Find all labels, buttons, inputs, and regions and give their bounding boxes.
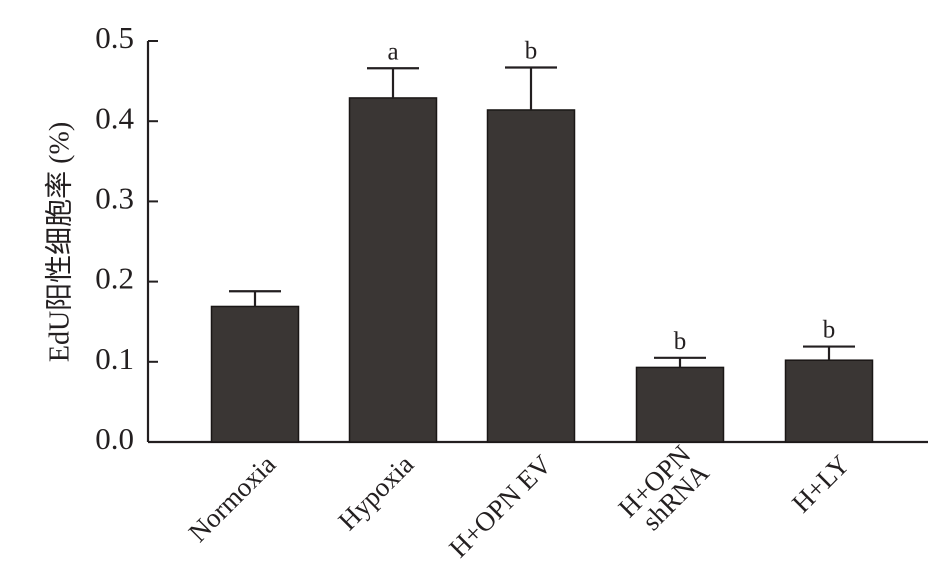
x-tick-label-line: Hypoxia — [332, 449, 419, 536]
y-tick-label: 0.4 — [95, 100, 134, 135]
bar — [784, 359, 874, 443]
x-tick-label: Normoxia — [183, 449, 282, 548]
x-tick-label: H+LY — [786, 449, 855, 518]
error-bar — [654, 356, 706, 368]
bar — [210, 305, 300, 443]
y-axis-label: EdU阳性细胞率 (%) — [43, 122, 75, 362]
y-tick-label: 0.1 — [95, 341, 134, 376]
x-tick-label: H+OPN EV — [443, 449, 558, 564]
y-tick-labels: 0.0 0.1 0.2 0.3 0.4 0.5 — [95, 20, 134, 456]
bars — [210, 97, 874, 443]
bar — [348, 97, 438, 443]
y-tick-label: 0.0 — [95, 421, 134, 456]
y-tick-label: 0.3 — [95, 181, 134, 216]
x-tick-label-line: H+OPN EV — [443, 449, 558, 564]
y-tick-label: 0.2 — [95, 261, 134, 296]
x-tick-label-line: Normoxia — [183, 449, 282, 548]
y-axis-label-group: EdU阳性细胞率 (%) — [43, 122, 75, 362]
x-tick-label: Hypoxia — [332, 449, 419, 536]
y-tick-label: 0.5 — [95, 20, 134, 55]
significance-label: b — [525, 37, 538, 64]
x-tick-label-line: H+LY — [786, 449, 855, 518]
significance-label: b — [674, 328, 687, 355]
error-bar — [505, 66, 557, 110]
error-bar — [229, 290, 281, 307]
error-bars — [229, 66, 855, 368]
error-bar — [803, 345, 855, 361]
bar — [635, 366, 725, 443]
error-bar — [367, 67, 419, 98]
bar — [486, 109, 576, 443]
significance-labels: a b b b — [387, 37, 835, 354]
significance-label: b — [823, 317, 836, 344]
significance-label: a — [387, 38, 398, 65]
